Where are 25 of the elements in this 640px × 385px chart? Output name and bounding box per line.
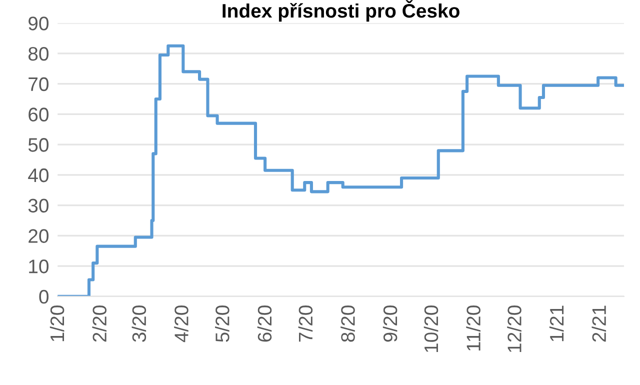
y-tick-label: 10 — [29, 260, 49, 274]
y-tick-label: 90 — [28, 16, 49, 30]
y-tick-label: 70 — [28, 77, 49, 92]
x-tick-label: 6/20 — [257, 306, 272, 342]
x-tick-label: 4/20 — [174, 306, 188, 342]
y-tick-label: 60 — [28, 108, 49, 122]
x-tick-label: 1/21 — [549, 306, 564, 342]
y-tick-label: 30 — [28, 198, 49, 213]
x-tick-label: 9/20 — [382, 306, 398, 342]
x-tick-label: 12/20 — [507, 306, 522, 352]
x-tick-label: 1/20 — [50, 306, 64, 342]
x-tick-label: 11/20 — [466, 306, 480, 351]
chart-title: Index přísnosti pro Česko — [222, 0, 460, 22]
x-tick-label: 2/20 — [92, 306, 106, 342]
x-tick-label: 2/21 — [592, 306, 606, 342]
x-tick-label: 10/20 — [424, 306, 438, 352]
x-tick-label: 5/20 — [215, 306, 230, 342]
y-tick-label: 0 — [39, 290, 49, 304]
x-tick-label: 7/20 — [298, 306, 313, 342]
y-tick-label: 80 — [28, 46, 49, 61]
y-tick-label: 40 — [28, 168, 49, 182]
y-tick-label: 50 — [28, 138, 49, 152]
x-tick-label: 8/20 — [340, 306, 355, 342]
y-tick-label: 20 — [28, 229, 49, 243]
x-tick-label: 3/20 — [132, 306, 146, 342]
